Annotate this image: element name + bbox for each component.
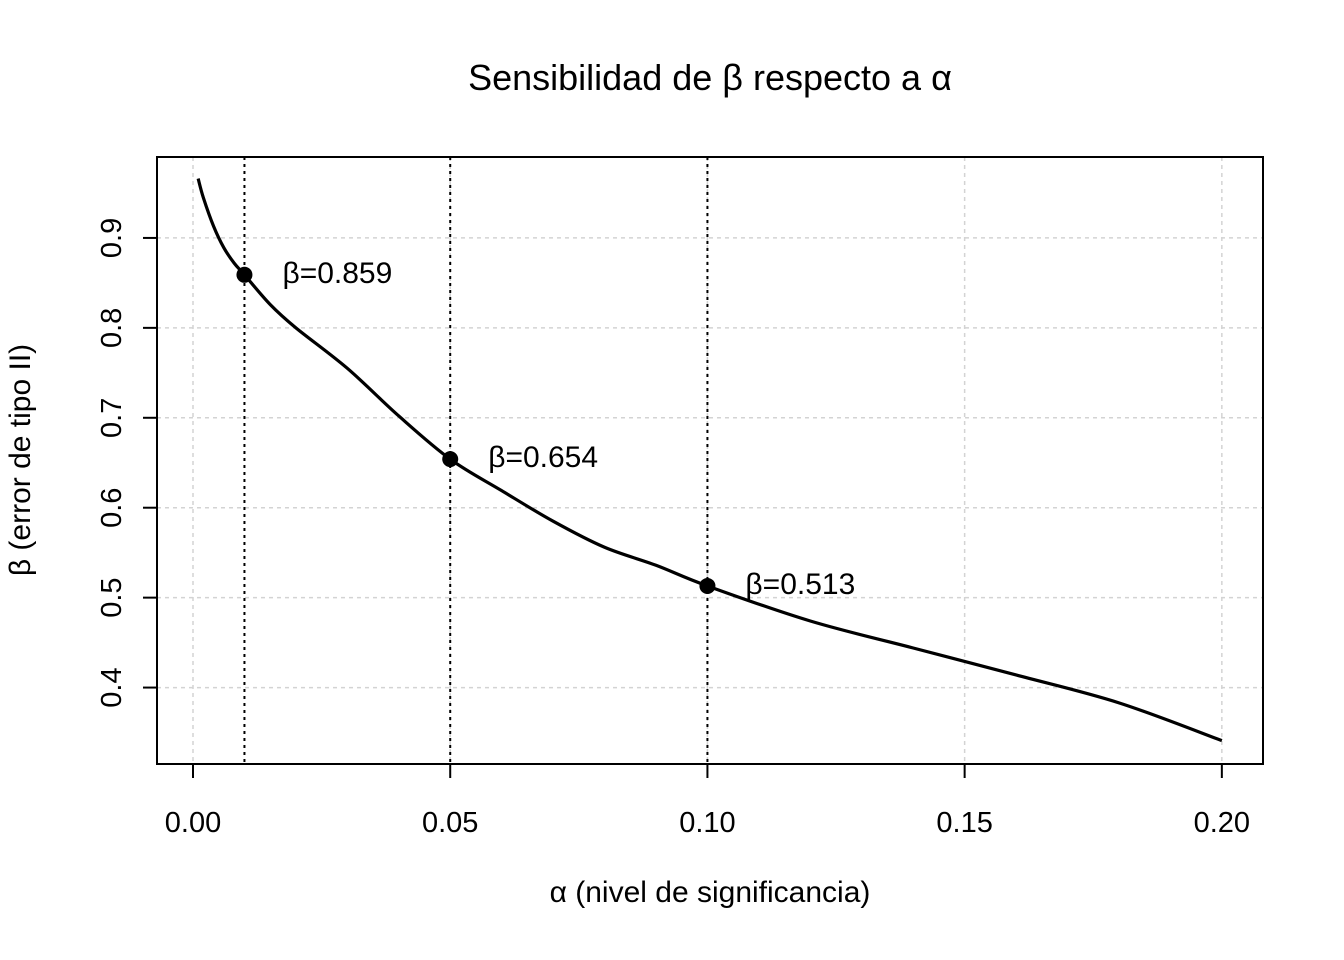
x-tick-label: 0.00 (165, 807, 221, 839)
grid (157, 157, 1263, 764)
y-tick-label: 0.6 (96, 488, 128, 528)
y-axis: 0.4 0.5 0.6 0.7 0.8 0.9 (96, 218, 158, 708)
chart-title: Sensibilidad de β respecto a α (468, 57, 952, 98)
beta-curve (196, 178, 1223, 743)
y-tick-label: 0.8 (96, 308, 128, 348)
x-tick-label: 0.20 (1194, 807, 1250, 839)
x-axis-label: α (nivel de significancia) (550, 876, 871, 909)
y-tick-label: 0.5 (96, 577, 128, 617)
plot-frame (156, 156, 1264, 765)
x-tick-label: 0.15 (936, 807, 992, 839)
x-tick-label: 0.10 (679, 807, 735, 839)
data-label: β=0.654 (488, 441, 598, 474)
y-tick-label: 0.4 (96, 667, 128, 707)
data-label: β=0.859 (282, 257, 392, 290)
highlight-point (699, 577, 716, 594)
highlight-points (236, 266, 716, 594)
data-label: β=0.513 (745, 568, 855, 601)
highlight-lines (243, 157, 709, 764)
x-axis: 0.00 0.05 0.10 0.15 0.20 (165, 763, 1250, 839)
y-tick-label: 0.9 (96, 218, 128, 258)
highlight-point (442, 451, 459, 468)
y-tick-label: 0.7 (96, 398, 128, 438)
y-axis-label: β (error de tipo II) (4, 344, 37, 576)
highlight-point (236, 266, 253, 283)
x-tick-label: 0.05 (422, 807, 478, 839)
data-labels: β=0.859 β=0.654 β=0.513 (282, 257, 855, 601)
